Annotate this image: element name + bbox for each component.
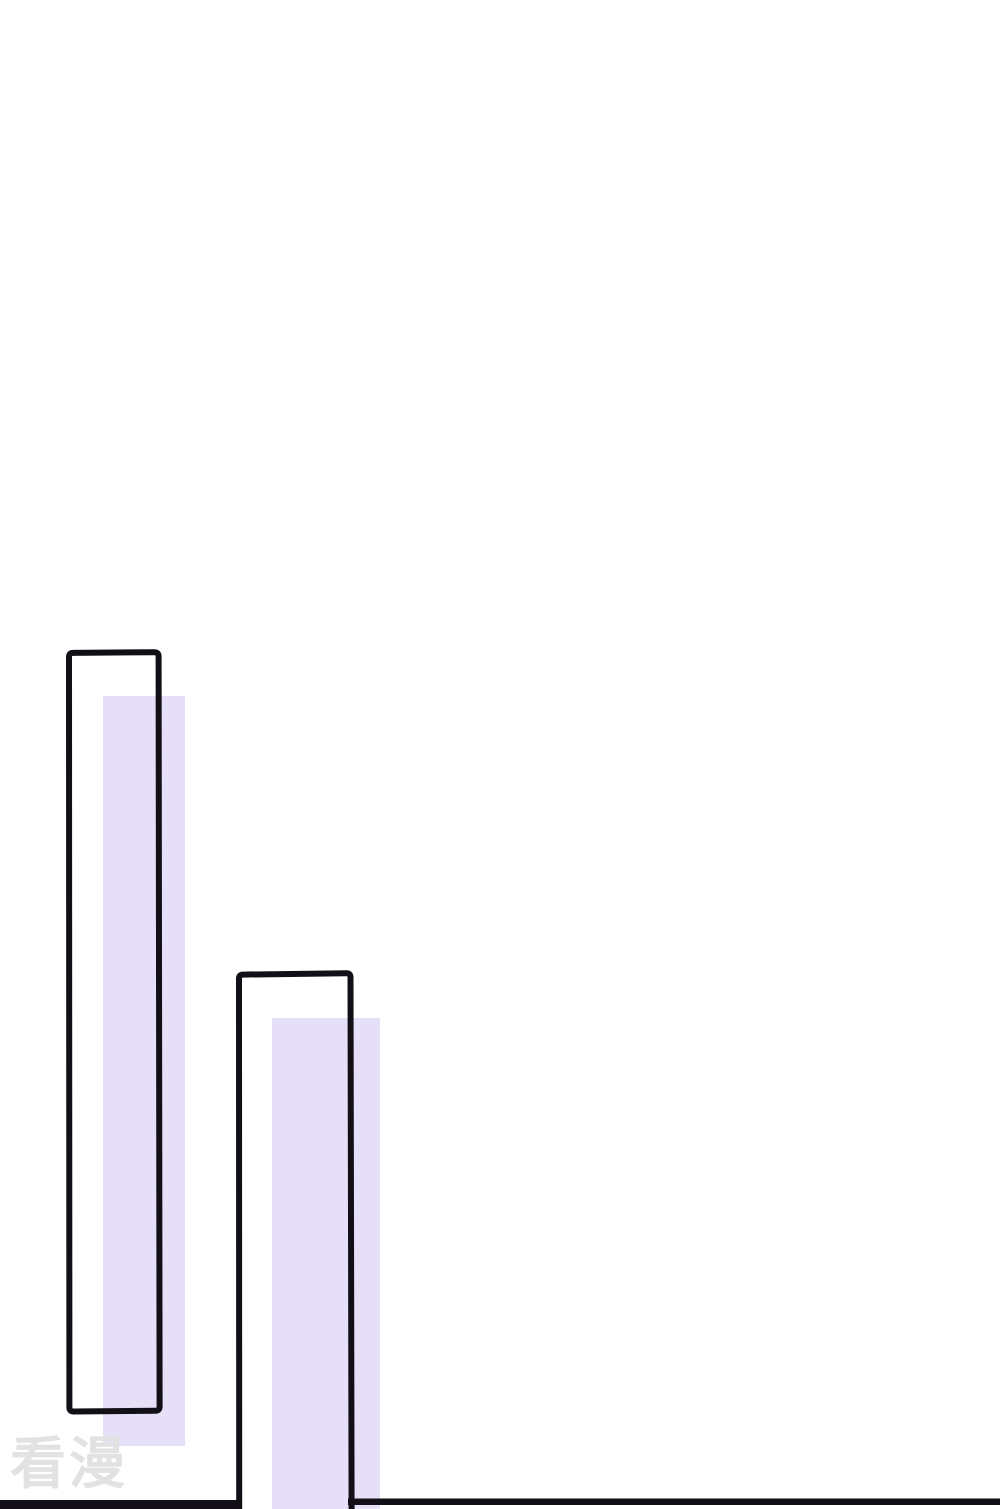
caption-box-1 bbox=[66, 649, 163, 1415]
highlight-bar-1 bbox=[103, 696, 185, 1446]
highlight-bar-2 bbox=[272, 1018, 380, 1509]
site-watermark: 看漫 bbox=[10, 1432, 128, 1495]
panel-bottom-border-right bbox=[348, 1498, 1000, 1505]
caption-box-2 bbox=[236, 970, 355, 1509]
panel-bottom-border-left bbox=[0, 1500, 242, 1509]
